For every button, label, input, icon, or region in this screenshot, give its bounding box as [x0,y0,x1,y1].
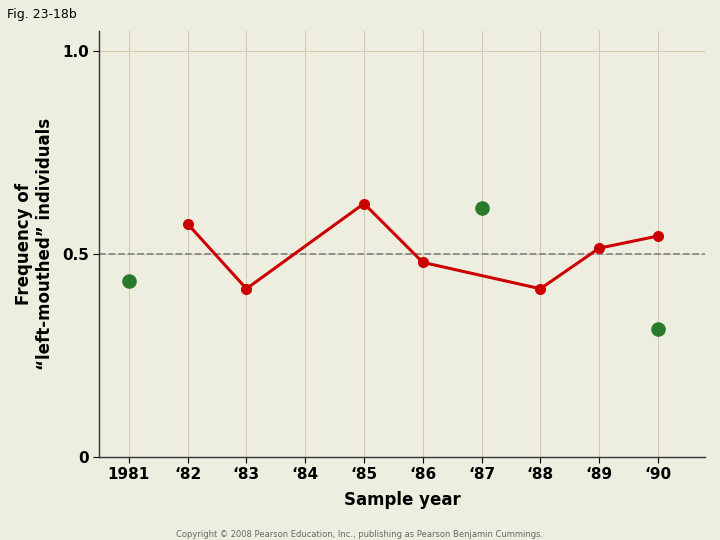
Point [652,325,664,334]
Point [123,276,135,285]
Text: Fig. 23-18b: Fig. 23-18b [7,8,77,21]
X-axis label: Sample year: Sample year [344,491,461,509]
Text: Copyright © 2008 Pearson Education, Inc., publishing as Pearson Benjamin Cumming: Copyright © 2008 Pearson Education, Inc.… [176,530,544,539]
Y-axis label: Frequency of
“left-mouthed” individuals: Frequency of “left-mouthed” individuals [15,118,54,370]
Point [476,203,487,212]
